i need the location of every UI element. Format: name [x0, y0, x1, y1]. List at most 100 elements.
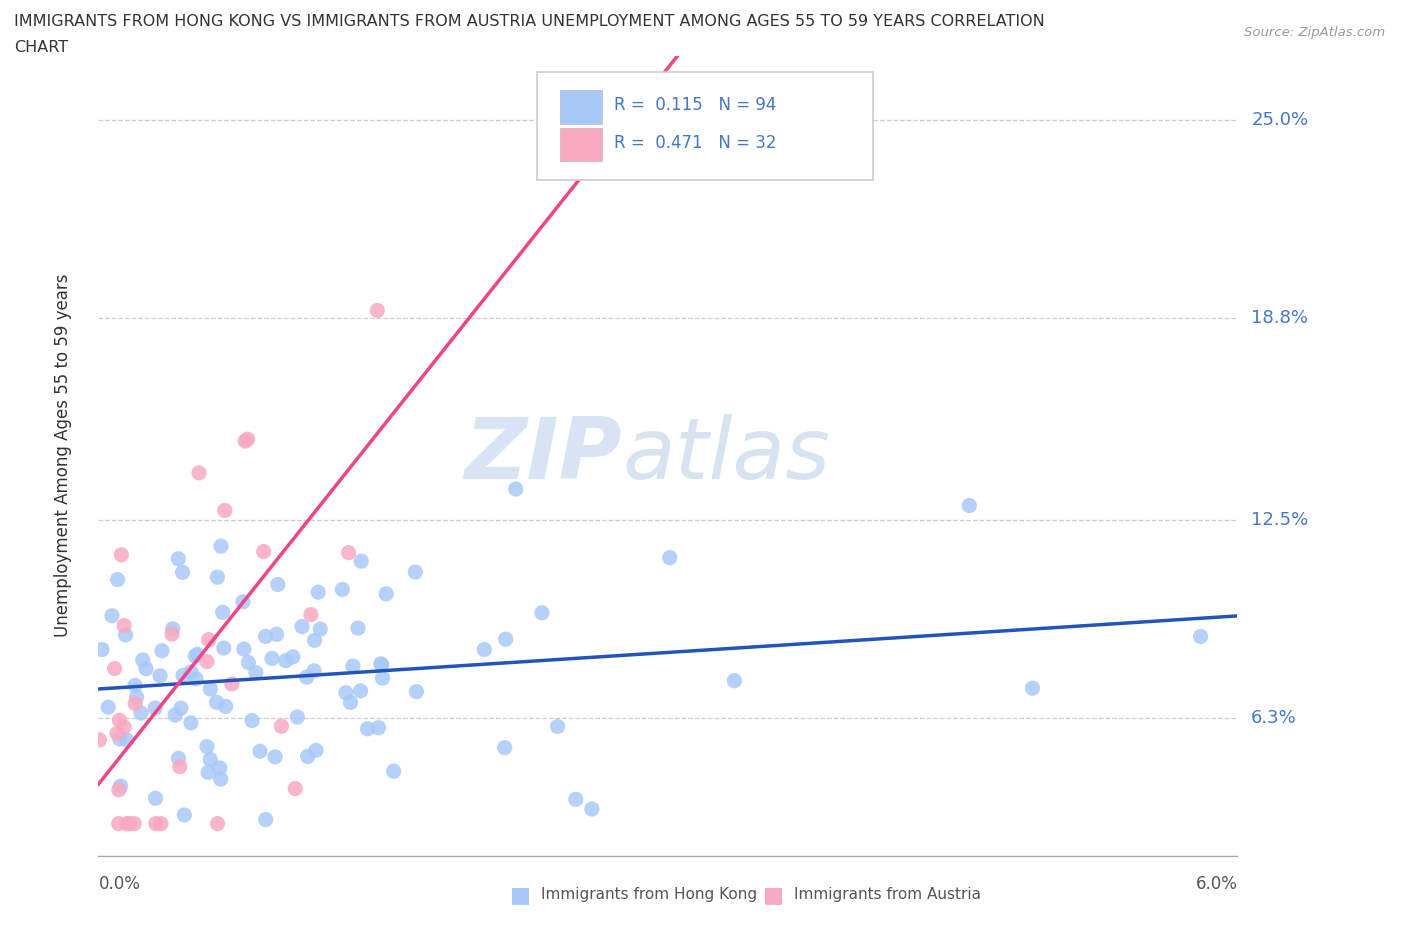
Point: [236, 432, 259, 446]
Point: [214, 503, 236, 518]
Point: [405, 684, 427, 699]
Point: [565, 792, 588, 807]
FancyBboxPatch shape: [560, 90, 602, 124]
Point: [260, 651, 283, 666]
Text: Immigrants from Austria: Immigrants from Austria: [794, 887, 981, 902]
Point: [382, 764, 405, 778]
Point: [337, 545, 360, 560]
Point: [108, 712, 131, 727]
Point: [186, 647, 208, 662]
FancyBboxPatch shape: [537, 72, 873, 179]
Point: [356, 722, 378, 737]
Point: [143, 700, 166, 715]
Point: [270, 719, 292, 734]
Point: [169, 759, 191, 774]
Point: [180, 664, 202, 679]
Point: [238, 655, 260, 670]
Point: [145, 790, 167, 805]
Point: [297, 749, 319, 764]
Point: [285, 710, 308, 724]
Point: [957, 498, 980, 513]
Point: [221, 676, 243, 691]
Point: [172, 565, 194, 579]
Point: [122, 817, 145, 831]
Text: 6.3%: 6.3%: [1251, 709, 1296, 727]
Point: [107, 572, 129, 587]
Point: [253, 544, 276, 559]
Point: [197, 764, 219, 779]
Point: [581, 802, 603, 817]
Point: [547, 719, 569, 734]
Point: [211, 604, 233, 619]
Point: [249, 744, 271, 759]
Point: [212, 641, 235, 656]
Point: [232, 594, 254, 609]
Text: ■: ■: [763, 884, 783, 905]
Point: [110, 778, 132, 793]
Text: Immigrants from Hong Kong: Immigrants from Hong Kong: [541, 887, 758, 902]
Point: [197, 632, 219, 647]
Point: [145, 817, 167, 831]
Point: [200, 682, 222, 697]
Point: [375, 587, 398, 602]
Point: [305, 743, 328, 758]
Point: [160, 627, 183, 642]
Point: [349, 684, 371, 698]
Point: [304, 633, 326, 648]
Point: [107, 782, 129, 797]
Point: [209, 772, 232, 787]
Text: ZIP: ZIP: [464, 414, 623, 498]
FancyBboxPatch shape: [560, 127, 602, 162]
Point: [184, 671, 207, 686]
Point: [295, 670, 318, 684]
Point: [188, 465, 211, 480]
Text: ■: ■: [510, 884, 530, 905]
Point: [339, 695, 361, 710]
Point: [307, 585, 329, 600]
Point: [107, 817, 129, 831]
Point: [195, 654, 218, 669]
Point: [1189, 629, 1212, 644]
Point: [115, 817, 138, 831]
Point: [370, 658, 392, 672]
Point: [162, 621, 184, 636]
Point: [245, 665, 267, 680]
Point: [135, 661, 157, 676]
Point: [254, 629, 277, 644]
Text: 0.0%: 0.0%: [98, 875, 141, 893]
Point: [335, 685, 357, 700]
Point: [124, 678, 146, 693]
Point: [105, 726, 128, 741]
Text: R =  0.115   N = 94: R = 0.115 N = 94: [614, 97, 776, 114]
Point: [281, 649, 304, 664]
Point: [114, 628, 136, 643]
Point: [89, 733, 111, 748]
Point: [173, 807, 195, 822]
Point: [266, 627, 288, 642]
Point: [172, 668, 194, 683]
Text: IMMIGRANTS FROM HONG KONG VS IMMIGRANTS FROM AUSTRIA UNEMPLOYMENT AMONG AGES 55 : IMMIGRANTS FROM HONG KONG VS IMMIGRANTS …: [14, 14, 1045, 29]
Point: [125, 689, 148, 704]
Point: [167, 551, 190, 566]
Point: [207, 817, 229, 831]
Point: [129, 706, 152, 721]
Point: [371, 671, 394, 685]
Point: [118, 817, 141, 831]
Point: [103, 661, 125, 676]
Point: [342, 658, 364, 673]
Point: [180, 715, 202, 730]
Point: [195, 739, 218, 754]
Point: [404, 565, 426, 579]
Point: [91, 642, 114, 657]
Point: [472, 642, 495, 657]
Point: [723, 673, 745, 688]
Point: [658, 551, 681, 565]
Point: [124, 696, 146, 711]
Point: [530, 605, 553, 620]
Point: [299, 607, 322, 622]
Point: [267, 577, 290, 591]
Text: CHART: CHART: [14, 40, 67, 55]
Point: [101, 608, 124, 623]
Point: [215, 699, 238, 714]
Point: [366, 303, 388, 318]
